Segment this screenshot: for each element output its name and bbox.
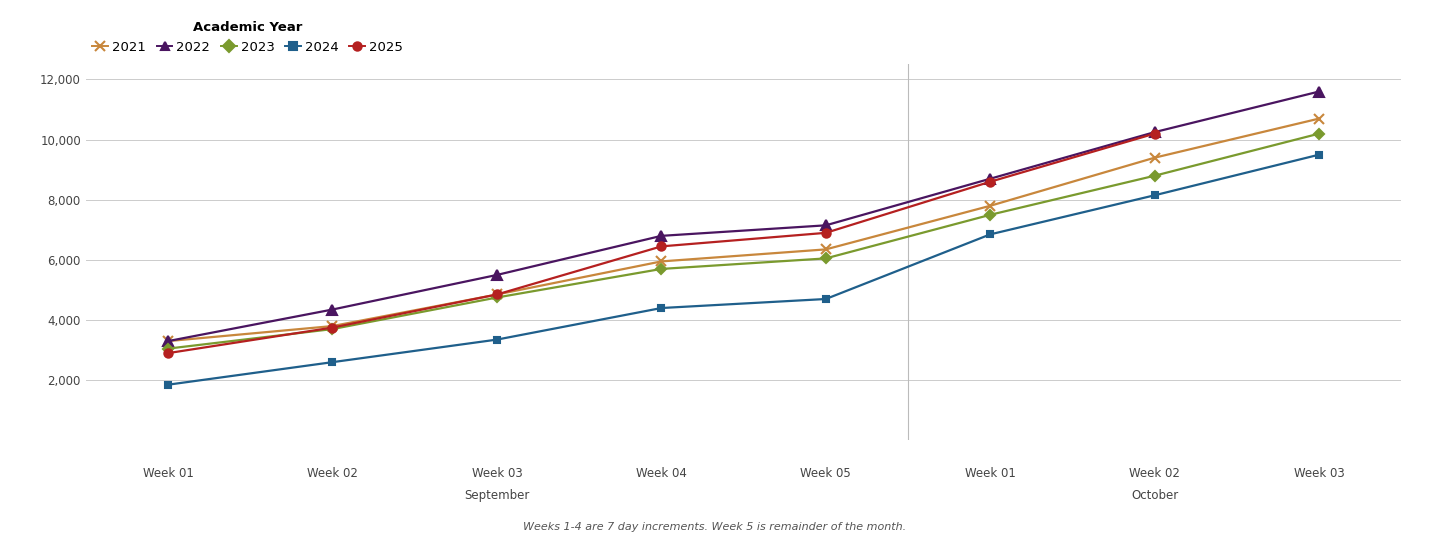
Text: Weeks 1-4 are 7 day increments. Week 5 is remainder of the month.: Weeks 1-4 are 7 day increments. Week 5 i…: [523, 521, 907, 532]
Text: Week 03: Week 03: [472, 467, 522, 480]
Legend: 2021, 2022, 2023, 2024, 2025: 2021, 2022, 2023, 2024, 2025: [93, 21, 403, 54]
Text: Week 01: Week 01: [143, 467, 193, 480]
Text: Week 02: Week 02: [307, 467, 358, 480]
Text: October: October: [1131, 489, 1178, 502]
Text: Week 04: Week 04: [636, 467, 686, 480]
Text: Week 03: Week 03: [1294, 467, 1344, 480]
Text: Week 02: Week 02: [1130, 467, 1180, 480]
Text: September: September: [465, 489, 529, 502]
Text: Week 05: Week 05: [801, 467, 851, 480]
Text: Week 01: Week 01: [965, 467, 1015, 480]
